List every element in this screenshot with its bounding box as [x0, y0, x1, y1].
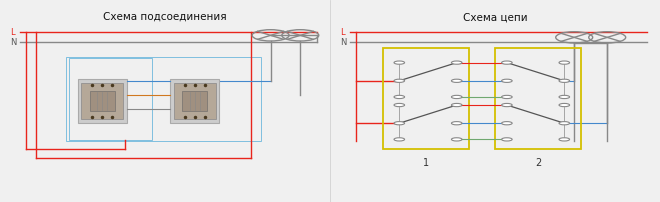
Text: Схема цепи: Схема цепи: [463, 12, 527, 22]
Circle shape: [502, 138, 512, 141]
Bar: [69, 58, 152, 140]
Circle shape: [502, 103, 512, 107]
Circle shape: [394, 122, 405, 125]
Circle shape: [502, 95, 512, 99]
Circle shape: [451, 138, 462, 141]
Bar: [182, 91, 207, 111]
Circle shape: [502, 122, 512, 125]
Circle shape: [394, 79, 405, 82]
Circle shape: [559, 61, 570, 64]
Circle shape: [394, 95, 405, 99]
Circle shape: [559, 79, 570, 82]
Circle shape: [559, 95, 570, 99]
Circle shape: [451, 61, 462, 64]
Text: Схема подсоединения: Схема подсоединения: [103, 12, 227, 22]
Text: N: N: [340, 38, 347, 47]
Bar: [78, 79, 127, 123]
Circle shape: [559, 138, 570, 141]
Circle shape: [559, 103, 570, 107]
Circle shape: [451, 103, 462, 107]
Circle shape: [559, 122, 570, 125]
Circle shape: [502, 79, 512, 82]
Circle shape: [394, 61, 405, 64]
Bar: [170, 79, 219, 123]
Bar: [66, 57, 261, 141]
Circle shape: [394, 138, 405, 141]
Circle shape: [502, 61, 512, 64]
Text: 2: 2: [535, 158, 541, 168]
Text: L: L: [10, 28, 15, 37]
Circle shape: [451, 79, 462, 82]
Bar: [90, 91, 115, 111]
Bar: [81, 83, 123, 119]
Bar: [174, 83, 216, 119]
Text: N: N: [10, 38, 16, 47]
Bar: [383, 48, 469, 149]
Text: L: L: [340, 28, 345, 37]
Circle shape: [451, 122, 462, 125]
Bar: [495, 48, 581, 149]
Circle shape: [451, 95, 462, 99]
Circle shape: [394, 103, 405, 107]
Text: 1: 1: [422, 158, 429, 168]
